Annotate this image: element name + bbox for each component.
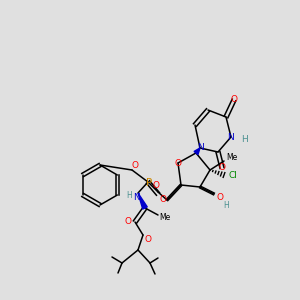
Text: O: O [131,160,139,169]
Text: O: O [160,194,167,203]
Text: O: O [145,235,152,244]
Text: N: N [196,143,203,152]
Text: Cl: Cl [229,170,237,179]
Text: O: O [175,158,182,167]
Text: H: H [223,200,229,209]
Text: N: N [228,133,234,142]
Text: O: O [217,193,224,202]
Text: Me: Me [226,154,238,163]
Text: H: H [241,136,248,145]
Polygon shape [194,148,200,154]
Text: Me: Me [159,212,171,221]
Text: O: O [152,182,160,190]
Text: O: O [124,218,131,226]
Text: P: P [146,178,152,188]
Text: N: N [133,194,140,202]
Text: O: O [218,164,226,172]
Text: O: O [230,95,238,104]
Polygon shape [138,193,147,209]
Text: H: H [126,191,132,200]
